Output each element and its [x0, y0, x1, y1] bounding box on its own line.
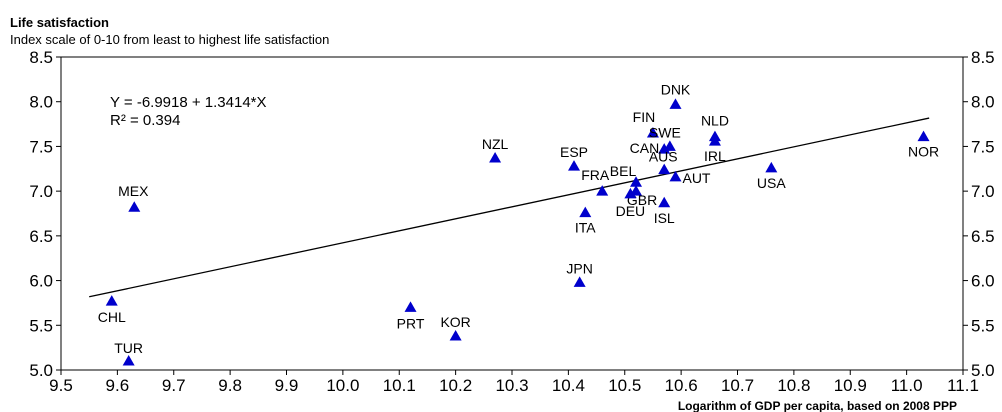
data-point-irl: [708, 135, 721, 146]
y-tick-label-left: 5.0: [29, 361, 53, 380]
y-tick-label-right: 7.5: [971, 137, 995, 156]
y-tick-label-left: 6.0: [29, 272, 53, 291]
data-point-nor: [917, 130, 930, 142]
point-label-aus: AUS: [649, 149, 678, 165]
y-tick-label-left: 8.0: [29, 93, 53, 112]
x-tick-label: 9.6: [106, 376, 130, 395]
data-point-kor: [449, 330, 462, 341]
y-tick-label-right: 5.5: [971, 316, 995, 335]
point-label-irl: IRL: [704, 148, 726, 164]
data-point-chl: [105, 295, 118, 306]
point-label-deu: DEU: [616, 203, 646, 219]
y-tick-label-left: 5.5: [29, 316, 53, 335]
x-tick-label: 11.0: [891, 376, 923, 395]
x-tick-label: 10.5: [608, 376, 641, 395]
y-tick-label-left: 7.0: [29, 182, 53, 201]
x-tick-label: 10.2: [439, 376, 472, 395]
point-label-swe: SWE: [649, 124, 681, 140]
point-label-jpn: JPN: [566, 260, 592, 276]
data-point-fin: [646, 127, 659, 138]
point-label-can: CAN: [630, 140, 660, 156]
point-label-ita: ITA: [575, 220, 596, 236]
y-tick-label-right: 8.5: [971, 48, 995, 67]
x-tick-label: 10.3: [495, 376, 528, 395]
y-tick-label-right: 8.0: [971, 93, 995, 112]
y-tick-label-right: 6.0: [971, 272, 995, 291]
point-label-esp: ESP: [560, 144, 588, 160]
data-point-fra: [596, 185, 609, 196]
point-label-usa: USA: [757, 175, 786, 191]
point-label-bel: BEL: [610, 163, 637, 179]
y-tick-label-right: 7.0: [971, 182, 995, 201]
x-tick-label: 9.5: [49, 376, 73, 395]
data-point-usa: [765, 161, 778, 173]
x-tick-label: 10.0: [326, 376, 359, 395]
x-axis-label: Logarithm of GDP per capita, based on 20…: [678, 399, 957, 412]
r-squared-label: R² = 0.394: [110, 112, 180, 129]
y-tick-label-right: 5.0: [971, 361, 995, 380]
x-tick-label: 10.7: [721, 376, 754, 395]
data-point-prt: [404, 301, 417, 312]
trend-line: [89, 117, 930, 298]
point-label-nzl: NZL: [482, 136, 509, 152]
chart-subtitle: Index scale of 0-10 from least to highes…: [10, 32, 329, 47]
x-tick-label: 9.8: [218, 376, 242, 395]
point-label-mex: MEX: [118, 183, 149, 199]
data-point-isl: [658, 196, 671, 208]
data-point-nzl: [489, 152, 502, 163]
data-point-aut: [669, 170, 682, 182]
point-label-chl: CHL: [98, 309, 126, 325]
x-tick-label: 10.4: [552, 376, 585, 395]
point-label-fra: FRA: [581, 167, 610, 183]
point-label-aut: AUT: [682, 170, 710, 186]
data-point-esp: [568, 160, 581, 171]
x-tick-label: 10.9: [834, 376, 867, 395]
data-point-aus: [658, 163, 671, 175]
data-point-can: [658, 143, 671, 154]
y-tick-label-left: 8.5: [29, 48, 53, 67]
x-tick-label: 10.1: [383, 376, 416, 395]
axis-ticks: 9.5 9.6 9.7 9.8 9.9 10.0 10.1 10.2 10.3 10.4 10.5 1…: [29, 48, 994, 395]
data-point-tur: [122, 355, 135, 366]
data-point-mex: [128, 201, 141, 212]
point-label-nld: NLD: [701, 113, 729, 129]
point-label-isl: ISL: [654, 210, 675, 226]
y-tick-label-left: 6.5: [29, 227, 53, 246]
point-label-tur: TUR: [114, 340, 143, 356]
point-label-fin: FIN: [633, 109, 656, 125]
x-tick-label: 9.9: [275, 376, 299, 395]
data-point-jpn: [573, 276, 586, 287]
data-point-dnk: [669, 98, 682, 109]
point-label-dnk: DNK: [661, 81, 691, 97]
y-tick-label-right: 6.5: [971, 227, 995, 246]
data-point-ita: [579, 206, 592, 218]
x-tick-label: 9.7: [162, 376, 186, 395]
data-point-deu: [624, 187, 637, 199]
point-label-kor: KOR: [440, 314, 470, 330]
data-point-bel: [630, 176, 643, 187]
point-label-nor: NOR: [908, 144, 939, 160]
point-label-prt: PRT: [397, 315, 425, 331]
y-tick-label-left: 7.5: [29, 137, 53, 156]
chart-title: Life satisfaction: [10, 15, 109, 30]
x-tick-label: 11.1: [947, 376, 979, 395]
regression-equation: Y = -6.9918 + 1.3414*X: [110, 94, 267, 111]
x-tick-label: 10.8: [777, 376, 810, 395]
x-tick-label: 10.6: [665, 376, 698, 395]
